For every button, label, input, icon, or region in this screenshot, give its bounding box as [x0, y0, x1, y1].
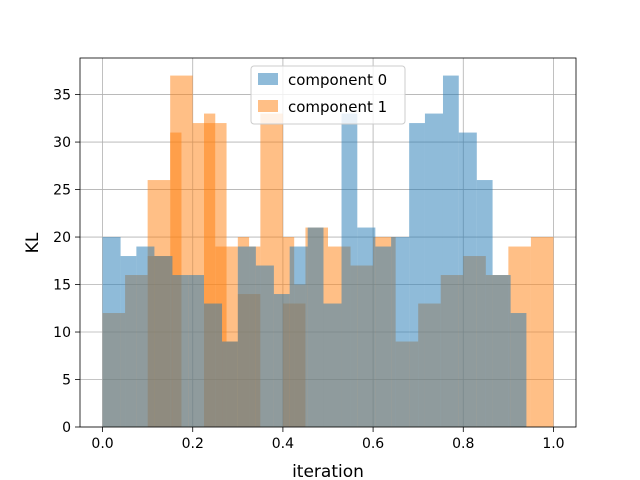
x-tick-label: 0.0	[91, 436, 113, 452]
series-component-0-bars	[102, 75, 527, 428]
bar-component-0	[188, 275, 204, 427]
bar-component-0	[424, 113, 443, 427]
plot-area-frame	[79, 57, 577, 428]
bar-component-0	[120, 256, 137, 427]
y-tick-label: 25	[53, 183, 71, 199]
y-tick-label: 20	[53, 230, 71, 246]
bar-component-0	[458, 132, 477, 427]
bar-component-0	[204, 303, 223, 427]
x-tick-label: 0.6	[362, 436, 384, 452]
legend-swatch-component-0	[258, 73, 278, 85]
y-tick-label: 5	[62, 373, 71, 389]
y-axis-ticks: 0 5 10 15 20 25 30 35	[53, 88, 80, 436]
x-tick-label: 0.2	[182, 436, 204, 452]
y-tick-label: 30	[53, 135, 71, 151]
legend-label-component-0: component 0	[288, 71, 387, 89]
bar-component-0	[136, 246, 155, 427]
bar-component-0	[255, 265, 274, 427]
x-tick-label: 0.4	[272, 436, 294, 452]
y-tick-label: 10	[53, 325, 71, 341]
y-tick-label: 15	[53, 278, 71, 294]
y-tick-label: 35	[53, 88, 71, 104]
legend: component 0 component 1	[250, 65, 406, 125]
bar-component-0	[307, 227, 324, 427]
bar-component-0	[222, 341, 238, 427]
legend-box	[250, 65, 406, 125]
bar-component-0	[391, 237, 410, 427]
bar-component-0	[409, 123, 425, 428]
x-axis-label: iteration	[292, 462, 364, 480]
bar-component-0	[492, 275, 511, 427]
bar-component-0	[102, 237, 121, 427]
bar-component-1	[204, 113, 216, 427]
legend-label-component-1: component 1	[288, 98, 387, 116]
bar-component-1	[530, 237, 554, 427]
bar-component-0	[172, 275, 189, 427]
bar-component-0	[237, 246, 256, 427]
bar-component-0	[154, 256, 173, 427]
bar-component-0	[357, 227, 376, 427]
bar-component-0	[375, 246, 392, 427]
bar-component-0	[323, 303, 342, 427]
bar-component-0	[341, 113, 358, 427]
bar-component-0	[510, 313, 527, 427]
x-tick-label: 1.0	[542, 436, 564, 452]
bar-component-0	[442, 75, 459, 428]
bar-component-1	[215, 123, 227, 428]
bar-component-0	[273, 294, 290, 427]
bar-component-0	[476, 180, 493, 427]
bar-component-0	[289, 246, 308, 427]
y-axis-label: KL	[23, 232, 43, 253]
x-axis-ticks: 0.0 0.2 0.4 0.6 0.8 1.0	[91, 427, 565, 452]
y-tick-label: 0	[62, 420, 71, 436]
x-tick-label: 0.8	[452, 436, 474, 452]
legend-swatch-component-1	[258, 100, 278, 112]
